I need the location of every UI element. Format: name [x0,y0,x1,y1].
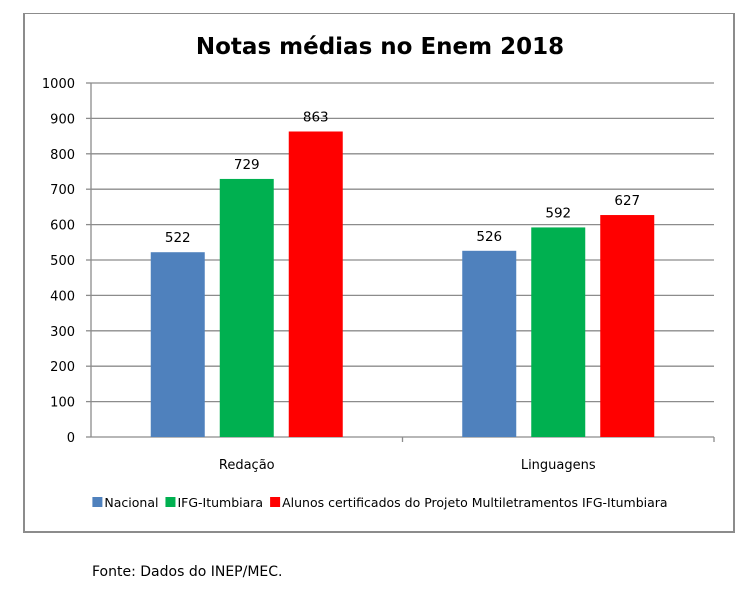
y-tick-label: 600 [50,219,75,234]
category-labels: Redação Linguagens [219,458,596,473]
bar [462,250,517,437]
y-tick-label: 400 [50,289,75,304]
y-tick-label: 1000 [42,77,75,92]
legend-label: Nacional [104,495,158,510]
bar [288,131,343,438]
legend-label: IFG-Itumbiara [177,495,263,510]
data-label: 863 [303,109,329,125]
bar [150,252,205,437]
data-label: 522 [165,230,191,246]
data-labels: 522 729 863 526 592 627 [165,109,640,246]
y-tick-label: 200 [50,360,75,375]
bars [150,131,655,438]
data-label: 526 [476,229,502,245]
data-label: 627 [614,193,640,209]
y-tick-label: 100 [50,396,75,411]
bar [600,215,655,437]
bar [531,227,586,437]
y-tick-label: 0 [67,431,75,446]
bar [219,178,274,437]
category-label: Linguagens [521,458,596,473]
legend-label: Alunos certificados do Projeto Multiletr… [282,495,668,510]
data-label: 592 [545,205,571,221]
y-tick-label: 800 [50,148,75,163]
legend-swatch [92,497,103,507]
y-tick-label: 500 [50,254,75,269]
category-label: Redação [219,458,275,473]
data-label: 729 [234,157,260,173]
legend: Nacional IFG-Itumbiara Alunos certificados… [92,495,668,510]
legend-swatch [165,497,176,507]
y-tick-label: 900 [50,112,75,127]
chart-title: Notas médias no Enem 2018 [196,34,564,60]
y-tick-label: 300 [50,325,75,340]
source-note: Fonte: Dados do INEP/MEC. [92,564,283,580]
legend-swatch [270,497,281,507]
y-tick-label: 700 [50,183,75,198]
y-tick-labels: 0 100 200 300 400 500 600 700 800 900 1000 [42,77,75,446]
